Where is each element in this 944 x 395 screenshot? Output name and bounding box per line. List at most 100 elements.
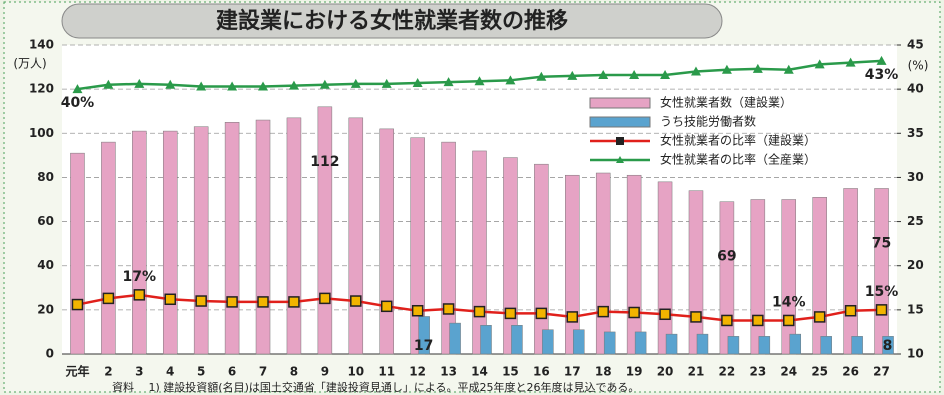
bar	[255, 119, 271, 355]
y2-tick-label: 20	[907, 258, 924, 272]
bar	[503, 157, 518, 355]
marker	[257, 296, 269, 308]
marker	[876, 55, 887, 65]
marker	[442, 303, 455, 315]
x-tick-label: 3	[135, 365, 143, 379]
bar	[70, 152, 85, 355]
x-tick-label: 21	[688, 365, 705, 379]
bar	[418, 316, 430, 355]
x-tick-label: 4	[166, 365, 174, 379]
x-tick-label: 10	[347, 365, 364, 379]
legend-swatch	[589, 116, 651, 128]
bar	[820, 336, 832, 355]
bar	[379, 128, 394, 355]
marker	[535, 307, 548, 320]
bar	[441, 141, 456, 355]
y2-tick-label: 40	[907, 82, 924, 96]
y2-tick-label: 25	[907, 214, 924, 228]
bar	[688, 190, 704, 355]
x-tick-label: 13	[440, 365, 457, 379]
bar	[224, 122, 240, 355]
chart-title: 建設業における女性就業者数の推移	[216, 8, 568, 34]
bar	[101, 141, 116, 355]
y2-tick-label: 45	[907, 38, 924, 52]
y2-tick-label: 30	[907, 170, 924, 184]
marker	[536, 71, 547, 81]
marker	[628, 306, 640, 319]
legend-label: うち技能労働者数	[660, 114, 756, 129]
bar	[534, 163, 549, 355]
y-tick-label: 40	[37, 258, 54, 272]
x-tick-label: 24	[780, 365, 797, 379]
marker	[690, 311, 702, 323]
marker	[504, 307, 517, 320]
marker	[721, 314, 733, 327]
bar	[781, 199, 797, 355]
y-tick-label: 0	[46, 347, 54, 361]
marker	[133, 289, 146, 301]
marker	[813, 311, 826, 323]
marker	[443, 77, 454, 87]
x-tick-label: 12	[409, 365, 426, 379]
bar	[480, 325, 492, 355]
bar	[758, 336, 771, 355]
y2-tick-label: 35	[907, 126, 924, 140]
x-tick-label: 23	[749, 365, 766, 379]
marker	[226, 296, 238, 308]
x-tick-label: 25	[811, 365, 828, 379]
marker	[690, 66, 701, 76]
x-tick-label: 2	[104, 365, 112, 379]
marker	[103, 79, 114, 89]
marker	[288, 80, 299, 90]
marker	[319, 79, 330, 89]
legend-marker	[616, 156, 624, 163]
bar-value-label: 75	[872, 235, 891, 251]
bar	[565, 174, 580, 355]
marker	[102, 292, 115, 305]
x-tick-label: 5	[197, 365, 205, 379]
marker	[752, 63, 763, 73]
bar	[626, 174, 642, 355]
x-tick-label: 15	[502, 365, 519, 379]
bar	[719, 201, 735, 355]
marker	[844, 304, 857, 317]
marker	[566, 311, 579, 323]
marker	[319, 292, 331, 305]
bar	[193, 126, 209, 355]
bar	[286, 117, 302, 355]
x-tick-label: 7	[259, 365, 267, 379]
bar-value-label: 112	[310, 154, 339, 170]
marker	[875, 304, 888, 316]
line-value-label: 15%	[865, 284, 899, 300]
line-value-label: 14%	[772, 294, 806, 310]
y-tick-label: 100	[29, 126, 54, 140]
bar	[634, 331, 647, 355]
marker	[598, 70, 609, 80]
x-tick-label: 19	[626, 365, 643, 379]
bar	[657, 181, 673, 355]
y2-tick-label: 10	[907, 347, 924, 361]
legend-marker	[616, 137, 624, 145]
x-tick-label: 8	[290, 365, 298, 379]
y-axis-label: (万人)	[13, 57, 46, 71]
bar	[542, 329, 554, 355]
marker	[381, 78, 392, 88]
x-tick-label: 6	[228, 365, 236, 379]
legend-swatch	[589, 97, 651, 109]
y2-axis-label: (%)	[908, 59, 929, 73]
line-value-label: 43%	[865, 67, 899, 83]
x-tick-label: 17	[564, 365, 581, 379]
marker	[783, 314, 795, 327]
legend-label: 女性就業者の比率（全産業）	[660, 152, 816, 167]
marker	[629, 70, 640, 80]
y2-tick-label: 15	[907, 302, 924, 316]
bar	[696, 333, 709, 355]
marker	[412, 77, 423, 87]
marker	[783, 64, 794, 74]
bar	[449, 322, 461, 355]
bar	[573, 329, 585, 355]
bar	[789, 333, 802, 355]
bar	[851, 336, 863, 355]
bar	[348, 117, 364, 355]
line-value-label: 17%	[123, 269, 157, 285]
